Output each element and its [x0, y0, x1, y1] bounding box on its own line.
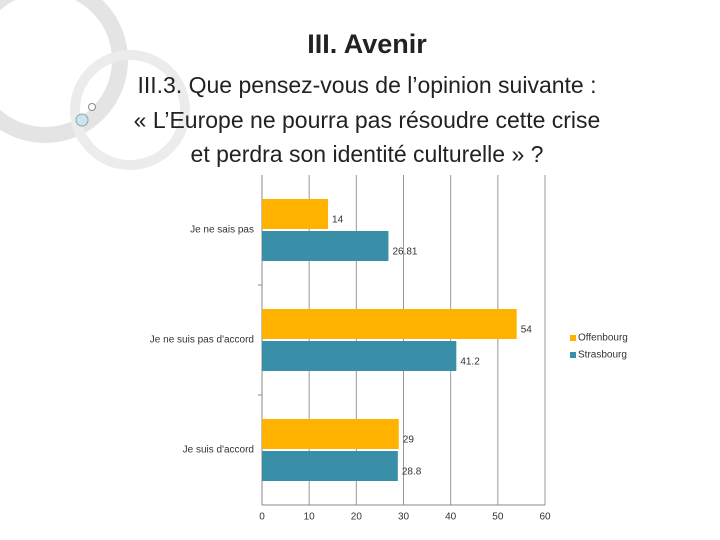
- subtitle: « L’Europe ne pourra pas résoudre cette …: [134, 107, 601, 133]
- bar: [262, 231, 389, 261]
- x-tick-label: 20: [351, 512, 363, 523]
- data-label: 26.81: [392, 247, 417, 258]
- data-label: 29: [403, 435, 415, 446]
- x-tick-label: 40: [445, 512, 457, 523]
- y-tick-label: Je ne suis pas d'accord: [150, 335, 254, 346]
- x-tick-label: 60: [539, 512, 551, 523]
- bar: [262, 451, 398, 481]
- data-label: 41.2: [460, 357, 480, 368]
- x-tick-label: 0: [259, 512, 265, 523]
- x-tick-label: 30: [398, 512, 410, 523]
- legend-label: Offenbourg: [578, 333, 628, 344]
- bar: [262, 419, 399, 449]
- data-label: 54: [521, 325, 533, 336]
- y-tick-label: Je ne sais pas: [190, 225, 254, 236]
- bar: [262, 309, 517, 339]
- subtitle: et perdra son identité culturelle » ?: [191, 141, 544, 167]
- legend-label: Strasbourg: [578, 350, 627, 361]
- decoration: [70, 50, 190, 170]
- data-label: 28.8: [402, 467, 422, 478]
- title: III. Avenir: [307, 29, 427, 59]
- x-tick-label: 50: [492, 512, 504, 523]
- bullet: [88, 103, 96, 111]
- legend-swatch: [570, 352, 576, 358]
- data-label: 14: [332, 215, 344, 226]
- legend-swatch: [570, 335, 576, 341]
- subtitle: III.3. Que pensez-vous de l’opinion suiv…: [137, 72, 596, 98]
- x-tick-label: 10: [304, 512, 316, 523]
- bar: [262, 199, 329, 229]
- bar: [262, 341, 457, 371]
- bullet: [75, 113, 89, 127]
- y-tick-label: Je suis d'accord: [183, 445, 254, 456]
